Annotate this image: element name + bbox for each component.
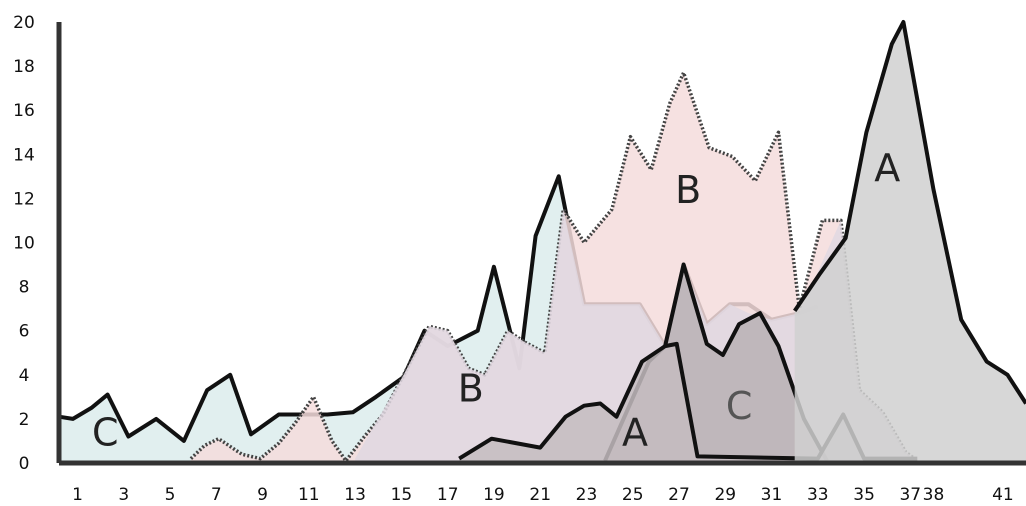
- y-tick-label: 14: [13, 145, 35, 165]
- x-tick-label: 33: [807, 485, 829, 505]
- y-tick-label: 2: [19, 410, 30, 430]
- series-label-a-5: A: [874, 146, 900, 190]
- y-tick-label: 0: [19, 454, 30, 474]
- series-label-b-1: B: [675, 168, 701, 212]
- x-tick-label: 15: [391, 485, 413, 505]
- y-tick-label: 16: [13, 101, 35, 121]
- x-tick-label: 37: [899, 485, 921, 505]
- series-line-b-1: [189, 70, 919, 463]
- x-tick-label: 11: [298, 485, 320, 505]
- series-label-a-4: A: [622, 410, 648, 454]
- x-tick-label: 3: [118, 485, 129, 505]
- x-tick-label: 21: [529, 485, 551, 505]
- x-tick-label: 5: [165, 485, 176, 505]
- series-label-b-2: B: [458, 366, 484, 410]
- series-area-a-4: [459, 343, 918, 463]
- series-label-c-3: C: [726, 384, 753, 428]
- y-tick-label: 20: [13, 13, 35, 33]
- series-line-a-5: [793, 20, 1026, 405]
- x-tick-label: 17: [437, 485, 459, 505]
- x-tick-label: 35: [853, 485, 875, 505]
- y-axis-tick-labels: 0 2 4 6 8 10 12 14 16 18 20: [13, 13, 35, 474]
- x-tick-label: 13: [344, 485, 366, 505]
- x-tick-label: 9: [257, 485, 268, 505]
- series-labels: C B B C A A: [92, 146, 900, 455]
- x-tick-label: 31: [761, 485, 783, 505]
- series-areas: [58, 20, 1026, 464]
- x-tick-label: 27: [668, 485, 690, 505]
- series-area-a-5: [794, 22, 1026, 463]
- series-label-c-0: C: [92, 410, 119, 454]
- y-tick-label: 12: [13, 189, 35, 209]
- x-tick-label: 29: [714, 485, 736, 505]
- x-tick-label: 1: [72, 485, 83, 505]
- y-tick-label: 4: [19, 366, 30, 386]
- x-axis-tick-labels: 1 3 5 7 9 11 13 15 17 19 21 23 25 27 29 31 33 35 37 38 41: [72, 485, 1014, 505]
- y-tick-label: 18: [13, 57, 35, 77]
- y-tick-label: 8: [19, 278, 30, 298]
- x-tick-label: 7: [211, 485, 222, 505]
- x-tick-label: 25: [622, 485, 644, 505]
- x-tick-label: 19: [483, 485, 505, 505]
- x-tick-label: 23: [576, 485, 598, 505]
- y-tick-label: 6: [19, 322, 30, 342]
- y-tick-label: 10: [13, 234, 35, 254]
- x-tick-label: 41: [992, 485, 1014, 505]
- x-tick-label: 38: [923, 485, 945, 505]
